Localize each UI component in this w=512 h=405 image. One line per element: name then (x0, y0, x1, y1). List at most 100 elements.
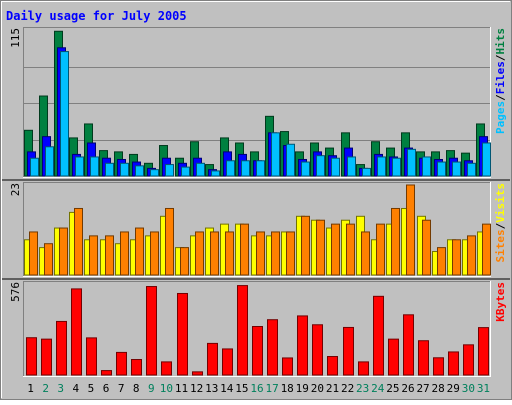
x-label-day-11: 11 (175, 382, 188, 395)
series-sites (29, 184, 491, 276)
bar-pages-day-8 (135, 165, 144, 177)
bar-pages-day-1 (30, 157, 39, 177)
bar-sites-day-12 (195, 231, 204, 276)
y-max-label: 576 (9, 282, 22, 302)
bar-sites-day-3 (59, 227, 68, 276)
bar-pages-day-20 (316, 155, 325, 177)
x-label-day-2: 2 (42, 382, 49, 395)
bar-pages-day-26 (407, 148, 416, 177)
bar-kbytes-day-7 (116, 351, 127, 376)
panel-2: 23 Sites/Visits (9, 182, 507, 277)
chart-title: Daily usage for July 2005 (6, 9, 187, 23)
bar-pages-day-29 (452, 161, 461, 177)
bar-sites-day-11 (180, 247, 189, 276)
legend-separator: / (494, 94, 507, 101)
x-label-day-19: 19 (296, 382, 309, 395)
bar-pages-day-13 (211, 170, 220, 177)
legend-separator: / (494, 222, 507, 229)
bar-kbytes-day-2 (41, 338, 52, 376)
bar-sites-day-26 (406, 184, 415, 276)
bar-sites-day-27 (422, 219, 431, 276)
bar-pages-day-12 (196, 162, 205, 177)
bar-pages-day-23 (362, 167, 371, 177)
bar-kbytes-day-24 (373, 295, 384, 376)
x-label-day-29: 29 (447, 382, 460, 395)
bar-pages-day-2 (45, 146, 54, 177)
panel-3: 576 KBytes (9, 281, 507, 377)
bar-pages-day-9 (150, 169, 159, 177)
bar-kbytes-day-12 (192, 371, 203, 376)
series-legend: Pages/Files/Hits (494, 28, 507, 134)
x-label-day-20: 20 (311, 382, 324, 395)
bar-sites-day-4 (74, 207, 83, 276)
x-label-day-17: 17 (265, 382, 278, 395)
bar-kbytes-day-26 (403, 314, 414, 376)
x-label-day-21: 21 (326, 382, 339, 395)
x-label-day-6: 6 (103, 382, 110, 395)
series-legend: KBytes (494, 282, 507, 322)
bar-kbytes-day-4 (71, 288, 82, 376)
bar-sites-day-30 (467, 235, 476, 276)
bar-pages-day-16 (256, 160, 265, 177)
series-kbytes (26, 285, 489, 376)
x-label-day-24: 24 (371, 382, 385, 395)
legend-hits: Hits (494, 28, 507, 55)
bar-pages-day-11 (181, 166, 190, 177)
x-label-day-12: 12 (190, 382, 203, 395)
bar-pages-day-25 (392, 157, 401, 177)
bar-sites-day-24 (376, 223, 385, 276)
bar-kbytes-day-8 (131, 359, 142, 376)
y-max-label: 23 (9, 183, 22, 196)
x-label-day-7: 7 (118, 382, 125, 395)
bar-kbytes-day-15 (237, 285, 248, 376)
x-label-day-23: 23 (356, 382, 369, 395)
bar-sites-day-31 (482, 223, 491, 276)
x-label-day-3: 3 (57, 382, 64, 395)
bar-kbytes-day-16 (252, 325, 263, 376)
bar-sites-day-19 (301, 215, 310, 276)
bar-kbytes-day-25 (388, 338, 399, 376)
bar-sites-day-29 (452, 239, 461, 276)
bar-kbytes-day-19 (297, 315, 308, 376)
x-label-day-25: 25 (386, 382, 399, 395)
x-label-day-14: 14 (220, 382, 234, 395)
bar-pages-day-10 (165, 164, 174, 177)
bar-sites-day-23 (361, 231, 370, 276)
x-label-day-15: 15 (235, 382, 248, 395)
x-axis-labels: 1 2 3 4 5 6 7 8 9 10 11 12 13 14 15 16 17 18 19 20 21 22 23 24 2… (27, 382, 490, 395)
bar-kbytes-day-18 (282, 357, 293, 376)
bar-sites-day-25 (391, 207, 400, 276)
bar-pages-day-3 (60, 51, 69, 177)
x-label-day-26: 26 (401, 382, 414, 395)
bar-sites-day-14 (225, 231, 234, 276)
series-pages (30, 51, 491, 177)
bar-sites-day-21 (331, 223, 340, 276)
bar-pages-day-18 (286, 143, 295, 177)
bar-sites-day-1 (29, 231, 38, 276)
x-label-day-27: 27 (416, 382, 429, 395)
bar-kbytes-day-5 (86, 337, 97, 376)
bar-pages-day-14 (226, 160, 235, 177)
bar-kbytes-day-10 (161, 361, 172, 376)
bar-pages-day-7 (120, 162, 129, 177)
bar-kbytes-day-9 (146, 286, 157, 376)
legend-sites: Sites (494, 229, 507, 262)
bar-sites-day-18 (286, 231, 295, 276)
bar-sites-day-22 (346, 223, 355, 276)
x-label-day-30: 30 (462, 382, 475, 395)
bar-kbytes-day-31 (478, 327, 489, 376)
bar-pages-day-30 (467, 162, 476, 177)
bar-sites-day-10 (165, 207, 174, 276)
bar-pages-day-17 (271, 132, 280, 177)
y-max-label: 115 (9, 28, 22, 48)
bar-kbytes-day-1 (26, 337, 37, 376)
x-label-day-10: 10 (160, 382, 173, 395)
x-label-day-4: 4 (73, 382, 80, 395)
x-label-day-22: 22 (341, 382, 354, 395)
x-label-day-5: 5 (88, 382, 95, 395)
bar-kbytes-day-21 (327, 356, 338, 376)
